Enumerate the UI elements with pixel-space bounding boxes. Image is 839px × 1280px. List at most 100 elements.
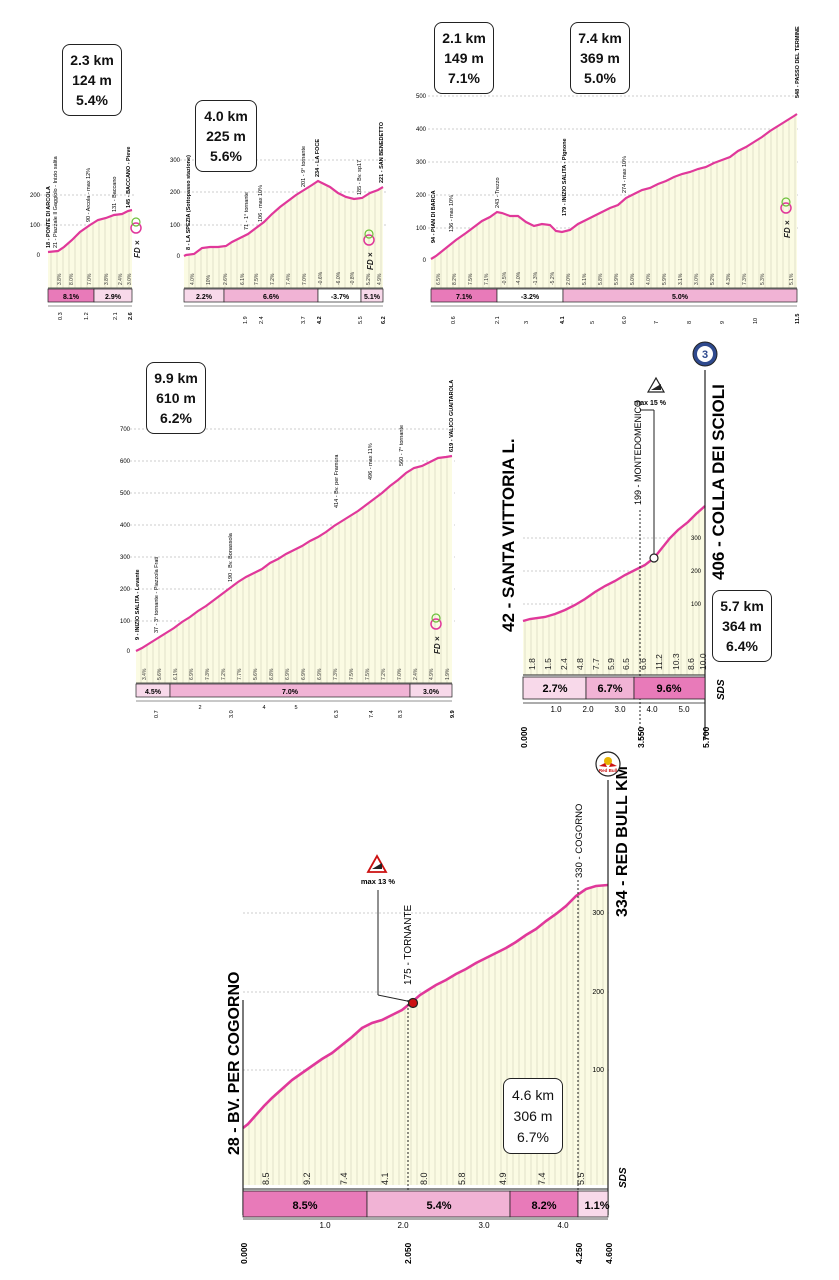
y-tick: 100 bbox=[592, 1067, 604, 1074]
max-gradient-sign bbox=[646, 376, 666, 393]
x-tick: 5 bbox=[294, 705, 297, 711]
mid-landmark-2: 330 - COGORNO bbox=[574, 804, 585, 878]
segment-grade: 6.9% bbox=[285, 668, 291, 680]
x-tick: 1.0 bbox=[550, 705, 562, 714]
x-tick: 2.1 bbox=[113, 312, 119, 320]
segment-grade: 5.8% bbox=[598, 273, 604, 285]
segment-grade: 8.6 bbox=[686, 658, 696, 670]
y-tick: 300 bbox=[691, 536, 702, 542]
segment-grade: 8.5 bbox=[261, 1172, 271, 1185]
x-mid: 2.050 bbox=[403, 1242, 413, 1264]
x-mid: 4.250 bbox=[574, 1242, 584, 1264]
segment-grade: 4.0% bbox=[190, 273, 196, 285]
x-tick: 2.0 bbox=[397, 1221, 409, 1230]
segment-grade: 7.4% bbox=[286, 273, 292, 285]
x-tick: 0.7 bbox=[154, 710, 160, 718]
svg-text:3: 3 bbox=[702, 349, 708, 361]
summary-pct: 6.7% bbox=[517, 1128, 549, 1145]
x-start: 0.000 bbox=[239, 1242, 249, 1264]
x-tick: 4.1 bbox=[560, 316, 566, 324]
summary-m: 124 m bbox=[72, 72, 112, 88]
summary-km: 9.9 km bbox=[154, 370, 198, 386]
band-label: 8.5% bbox=[292, 1200, 317, 1212]
segment-grade: 7.1% bbox=[484, 273, 490, 285]
landmark-label: 94 - PIAN DI BARCA bbox=[431, 190, 437, 243]
y-tick: 300 bbox=[416, 160, 427, 166]
segment-grade: 7.2% bbox=[270, 273, 276, 285]
landmark-label: 274 - max 10% bbox=[622, 156, 628, 193]
x-tick: 7 bbox=[654, 321, 660, 324]
y-tick: 100 bbox=[30, 223, 41, 229]
segment-grade: 5.3% bbox=[760, 273, 766, 285]
x-tick: 3.7 bbox=[301, 316, 307, 324]
y-tick: 200 bbox=[30, 193, 41, 199]
segment-grade: 7.5% bbox=[349, 668, 355, 680]
x-tick: 0.6 bbox=[451, 316, 457, 324]
landmark-label: 71 - 1° tornante bbox=[244, 192, 250, 230]
segment-grade: 10.3 bbox=[671, 653, 681, 670]
segment-grade: -0.6% bbox=[318, 271, 324, 285]
segment-grade: 4.0% bbox=[646, 273, 652, 285]
segment-grade: 7.2% bbox=[381, 668, 387, 680]
summary-m: 225 m bbox=[206, 128, 246, 144]
gradient-band bbox=[93, 288, 133, 303]
y-tick: 700 bbox=[120, 427, 131, 433]
x-tick: 3.0 bbox=[229, 710, 235, 718]
finish-label: 406 - COLLA DEI SCIOLI bbox=[709, 384, 728, 580]
segment-grade: 5.6% bbox=[157, 668, 163, 680]
segment-grade: 5.8 bbox=[457, 1172, 467, 1185]
y-tick: 100 bbox=[416, 226, 427, 232]
x-tick: 4.0 bbox=[557, 1221, 569, 1230]
gradient-band bbox=[366, 1190, 511, 1218]
x-tick: 1.2 bbox=[84, 312, 90, 320]
start-label: 42 - SANTA VITTORIA L. bbox=[499, 438, 518, 632]
landmark-label: 496 - max 11% bbox=[368, 443, 374, 480]
red-bull-badge: Red Bull bbox=[595, 751, 621, 777]
landmark-label: 619 - VALICO GUAITAROLA bbox=[449, 380, 455, 452]
band-label: 5.1% bbox=[364, 294, 381, 301]
x-tick: 2.6 bbox=[128, 312, 134, 320]
band-label: 6.7% bbox=[597, 683, 622, 695]
svg-text:Red Bull: Red Bull bbox=[599, 768, 617, 773]
segment-grade: 7.5% bbox=[365, 668, 371, 680]
segment-grade: -0.8% bbox=[350, 271, 356, 285]
segment-grade: 4.1 bbox=[380, 1172, 390, 1185]
segment-grade: 3.0% bbox=[694, 273, 700, 285]
band-label: -3.2% bbox=[521, 294, 540, 301]
summary-box: 2.3 km 124 m 5.4% bbox=[62, 44, 122, 116]
profile-ponte-di-arcola: 100 200 0 18 - PONTE DI ARCOLA 21 - Piaz… bbox=[30, 147, 142, 320]
summary-box: 2.1 km 149 m 7.1% bbox=[434, 22, 494, 94]
segment-grade: 2.0% bbox=[566, 273, 572, 285]
segment-grade: 6.9% bbox=[301, 668, 307, 680]
segment-grade: 10% bbox=[206, 274, 212, 285]
landmark-label: 106 - max 10% bbox=[258, 185, 264, 222]
landmark-label: 234 - LA FOCE bbox=[315, 139, 321, 177]
x-tick: 2 bbox=[198, 705, 201, 711]
segment-grade: 7.4 bbox=[339, 1172, 349, 1185]
x-tick: 5.0 bbox=[678, 705, 690, 714]
y-tick: 500 bbox=[416, 94, 427, 100]
summary-km: 2.1 km bbox=[442, 30, 486, 46]
segment-grade: 6.9% bbox=[317, 668, 323, 680]
segment-grade: 7.0% bbox=[397, 668, 403, 680]
band-label: 2.2% bbox=[196, 294, 213, 301]
summary-km: 4.0 km bbox=[204, 108, 248, 124]
summary-pct: 5.6% bbox=[210, 148, 242, 164]
y-tick: 300 bbox=[592, 910, 604, 917]
x-tick: 8.3 bbox=[398, 710, 404, 718]
finish-label: 334 - RED BULL KM bbox=[614, 766, 631, 917]
segment-grade: 2.4% bbox=[118, 273, 124, 285]
profile-la-foce: 100 200 300 0 8 - LA SPEZIA (Sottopasso … bbox=[170, 121, 387, 324]
x-tick: 7.4 bbox=[369, 710, 375, 718]
x-tick: 4.2 bbox=[317, 316, 323, 324]
segment-grade: 7.2% bbox=[221, 668, 227, 680]
segment-grade: -4.0% bbox=[516, 271, 522, 285]
mid-landmark: 175 - TORNANTE bbox=[403, 904, 414, 985]
summary-pct: 6.2% bbox=[160, 410, 192, 426]
landmark-label: 18 - PONTE DI ARCOLA bbox=[46, 186, 52, 248]
segment-grade: 4.9% bbox=[377, 273, 383, 285]
segment-grade: 5.9% bbox=[614, 273, 620, 285]
profile-red-bull-km: max 13 % 175 - TORNANTE 330 - COGORNO 28… bbox=[226, 751, 631, 1264]
segment-grade: 4.8 bbox=[575, 658, 585, 670]
segment-grade: 3.4% bbox=[142, 668, 148, 680]
